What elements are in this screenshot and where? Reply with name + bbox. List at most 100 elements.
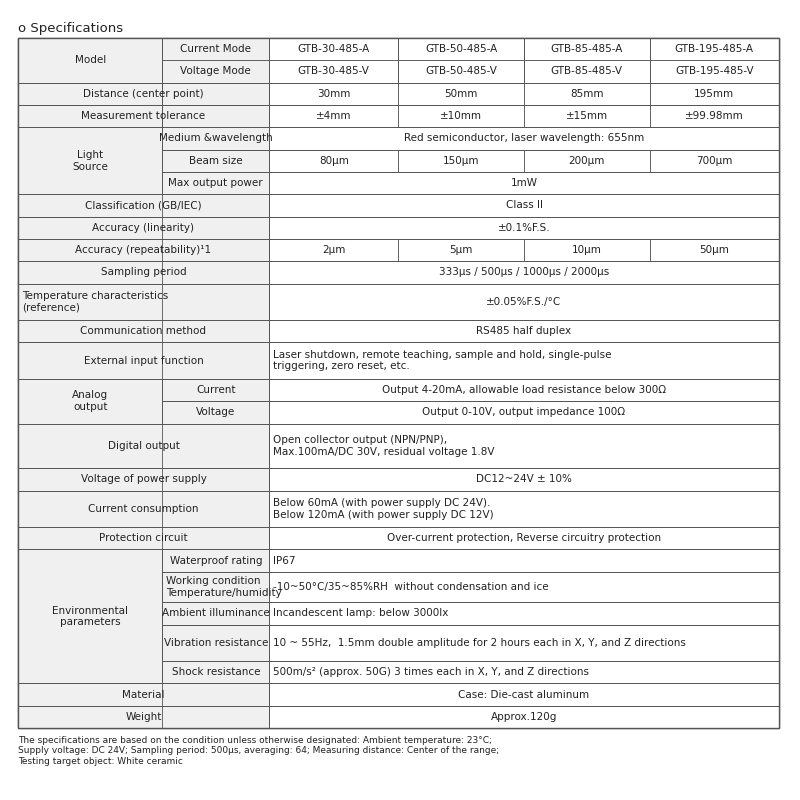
Text: GTB-85-485-V: GTB-85-485-V (551, 66, 623, 77)
FancyBboxPatch shape (18, 262, 269, 283)
FancyBboxPatch shape (269, 490, 779, 527)
FancyBboxPatch shape (18, 468, 269, 490)
Text: Material: Material (122, 690, 165, 699)
FancyBboxPatch shape (398, 239, 524, 262)
Text: Classification (GB/IEC): Classification (GB/IEC) (85, 201, 202, 210)
Text: Distance (center point): Distance (center point) (83, 89, 204, 99)
FancyBboxPatch shape (18, 683, 269, 706)
FancyBboxPatch shape (269, 283, 779, 320)
Text: ±99.98mm: ±99.98mm (685, 111, 744, 121)
Text: Working condition
Temperature/humidity: Working condition Temperature/humidity (166, 576, 282, 598)
Text: Weight: Weight (126, 712, 162, 722)
Text: Protection circuit: Protection circuit (99, 534, 188, 543)
Text: Laser shutdown, remote teaching, sample and hold, single-pulse
triggering, zero : Laser shutdown, remote teaching, sample … (273, 350, 611, 371)
FancyBboxPatch shape (269, 320, 779, 342)
FancyBboxPatch shape (650, 38, 779, 60)
Text: IP67: IP67 (273, 555, 295, 566)
Text: External input function: External input function (83, 356, 203, 366)
FancyBboxPatch shape (162, 172, 269, 194)
Text: Class II: Class II (506, 201, 542, 210)
FancyBboxPatch shape (162, 572, 269, 602)
FancyBboxPatch shape (269, 468, 779, 490)
Text: Max output power: Max output power (169, 178, 263, 188)
Text: Current Mode: Current Mode (180, 44, 251, 54)
Text: Approx.120g: Approx.120g (491, 712, 558, 722)
Text: Accuracy (linearity): Accuracy (linearity) (93, 222, 194, 233)
Text: o Specifications: o Specifications (18, 22, 123, 35)
FancyBboxPatch shape (269, 527, 779, 550)
Text: Current: Current (196, 385, 235, 395)
FancyBboxPatch shape (524, 150, 650, 172)
Text: 2μm: 2μm (322, 245, 346, 255)
FancyBboxPatch shape (18, 379, 162, 423)
Text: GTB-50-485-V: GTB-50-485-V (426, 66, 497, 77)
Text: 1mW: 1mW (510, 178, 538, 188)
FancyBboxPatch shape (398, 82, 524, 105)
Text: 150μm: 150μm (443, 156, 479, 166)
FancyBboxPatch shape (18, 550, 162, 683)
FancyBboxPatch shape (650, 60, 779, 82)
Text: Sampling period: Sampling period (101, 267, 186, 278)
Text: Model: Model (74, 55, 106, 66)
FancyBboxPatch shape (18, 105, 269, 127)
Text: 500m/s² (approx. 50G) 3 times each in X, Y, and Z directions: 500m/s² (approx. 50G) 3 times each in X,… (273, 667, 589, 677)
FancyBboxPatch shape (269, 82, 398, 105)
FancyBboxPatch shape (524, 105, 650, 127)
Text: 195mm: 195mm (694, 89, 734, 99)
FancyBboxPatch shape (18, 320, 269, 342)
FancyBboxPatch shape (269, 262, 779, 283)
FancyBboxPatch shape (398, 60, 524, 82)
FancyBboxPatch shape (269, 217, 779, 239)
FancyBboxPatch shape (162, 602, 269, 625)
FancyBboxPatch shape (162, 127, 269, 150)
Text: 700μm: 700μm (696, 156, 733, 166)
Text: The specifications are based on the condition unless otherwise designated: Ambie: The specifications are based on the cond… (18, 736, 499, 766)
Text: Waterproof rating: Waterproof rating (170, 555, 262, 566)
FancyBboxPatch shape (524, 82, 650, 105)
FancyBboxPatch shape (162, 379, 269, 402)
Text: 80μm: 80μm (319, 156, 349, 166)
FancyBboxPatch shape (18, 217, 269, 239)
Text: GTB-195-485-V: GTB-195-485-V (675, 66, 754, 77)
FancyBboxPatch shape (269, 60, 398, 82)
Text: Red semiconductor, laser wavelength: 655nm: Red semiconductor, laser wavelength: 655… (404, 134, 644, 143)
FancyBboxPatch shape (269, 379, 779, 402)
FancyBboxPatch shape (269, 550, 779, 572)
Text: GTB-30-485-V: GTB-30-485-V (298, 66, 370, 77)
FancyBboxPatch shape (650, 82, 779, 105)
FancyBboxPatch shape (269, 239, 398, 262)
Text: Accuracy (repeatability)¹1: Accuracy (repeatability)¹1 (75, 245, 211, 255)
Text: Temperature characteristics
(reference): Temperature characteristics (reference) (22, 291, 168, 313)
FancyBboxPatch shape (269, 706, 779, 728)
Text: Medium &wavelength: Medium &wavelength (159, 134, 273, 143)
FancyBboxPatch shape (650, 239, 779, 262)
FancyBboxPatch shape (18, 342, 269, 379)
FancyBboxPatch shape (162, 38, 269, 60)
FancyBboxPatch shape (18, 38, 162, 82)
Text: DC12~24V ± 10%: DC12~24V ± 10% (476, 474, 572, 484)
Text: ±10mm: ±10mm (440, 111, 482, 121)
Text: ±15mm: ±15mm (566, 111, 608, 121)
FancyBboxPatch shape (18, 490, 269, 527)
Text: Voltage Mode: Voltage Mode (180, 66, 251, 77)
FancyBboxPatch shape (398, 150, 524, 172)
FancyBboxPatch shape (162, 60, 269, 82)
FancyBboxPatch shape (524, 239, 650, 262)
FancyBboxPatch shape (269, 423, 779, 468)
Text: 30mm: 30mm (317, 89, 350, 99)
FancyBboxPatch shape (18, 38, 779, 728)
FancyBboxPatch shape (162, 625, 269, 661)
FancyBboxPatch shape (398, 38, 524, 60)
FancyBboxPatch shape (524, 38, 650, 60)
Text: Below 60mA (with power supply DC 24V).
Below 120mA (with power supply DC 12V): Below 60mA (with power supply DC 24V). B… (273, 498, 494, 520)
FancyBboxPatch shape (269, 661, 779, 683)
Text: ±0.05%F.S./°C: ±0.05%F.S./°C (486, 297, 562, 307)
Text: Ambient illuminance: Ambient illuminance (162, 608, 270, 618)
FancyBboxPatch shape (524, 60, 650, 82)
Text: GTB-50-485-A: GTB-50-485-A (425, 44, 498, 54)
FancyBboxPatch shape (650, 105, 779, 127)
Text: GTB-195-485-A: GTB-195-485-A (675, 44, 754, 54)
FancyBboxPatch shape (269, 105, 398, 127)
FancyBboxPatch shape (269, 625, 779, 661)
Text: Output 0-10V, output impedance 100Ω: Output 0-10V, output impedance 100Ω (422, 407, 626, 418)
